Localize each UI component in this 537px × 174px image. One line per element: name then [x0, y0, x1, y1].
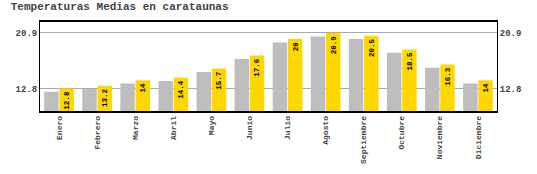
svg-text:Septiembre: Septiembre: [359, 116, 368, 164]
svg-text:Temperaturas Medias en caratau: Temperaturas Medias en carataunas: [11, 1, 229, 13]
svg-text:16.3: 16.3: [444, 67, 452, 86]
svg-text:Julio: Julio: [283, 116, 292, 140]
svg-text:20.5: 20.5: [368, 38, 376, 57]
svg-text:20.9: 20.9: [330, 36, 338, 55]
svg-text:15.7: 15.7: [215, 72, 223, 90]
svg-text:Enero: Enero: [55, 116, 64, 140]
svg-text:14: 14: [139, 83, 147, 93]
svg-text:Noviembre: Noviembre: [435, 116, 444, 159]
svg-text:Junio: Junio: [245, 116, 254, 140]
svg-text:Agosto: Agosto: [321, 116, 330, 145]
svg-text:Marzo: Marzo: [131, 116, 140, 140]
svg-text:18.5: 18.5: [406, 52, 414, 71]
svg-text:12.8: 12.8: [500, 85, 522, 95]
svg-text:Diciembre: Diciembre: [474, 116, 483, 159]
svg-text:20.9: 20.9: [500, 29, 522, 39]
svg-text:Febrero: Febrero: [93, 116, 102, 150]
svg-text:Mayo: Mayo: [207, 116, 216, 135]
svg-text:12.8: 12.8: [63, 91, 71, 110]
svg-text:17.6: 17.6: [253, 58, 261, 77]
svg-text:14.4: 14.4: [177, 80, 185, 99]
svg-text:14: 14: [482, 83, 490, 93]
svg-text:13.2: 13.2: [101, 88, 109, 107]
svg-text:20: 20: [292, 42, 300, 52]
svg-text:Abril: Abril: [169, 116, 178, 140]
svg-text:20.9: 20.9: [16, 29, 38, 39]
svg-text:Octubre: Octubre: [397, 116, 406, 150]
svg-text:12.8: 12.8: [16, 85, 38, 95]
